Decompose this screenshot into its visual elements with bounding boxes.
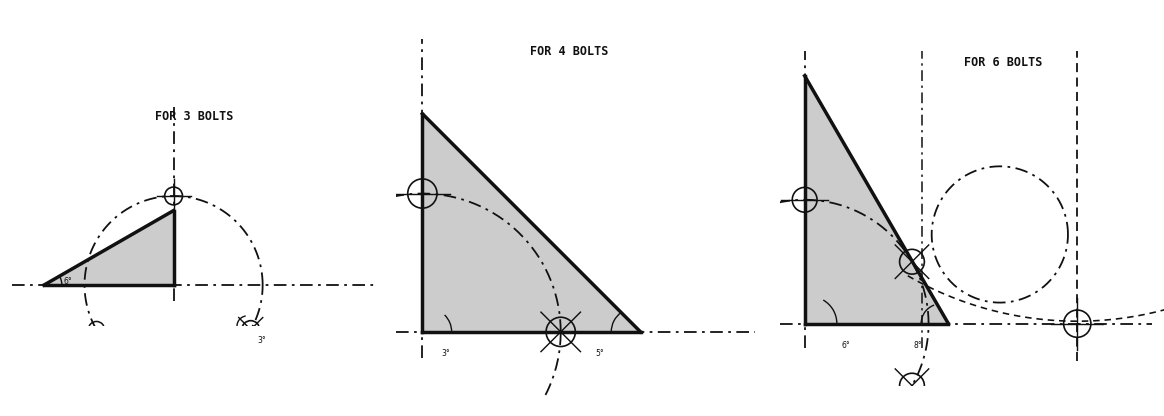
Text: 5°: 5° [595,349,604,358]
Text: 6°: 6° [64,277,72,286]
Polygon shape [44,210,173,285]
Polygon shape [804,76,949,324]
Text: FOR 6 BOLTS: FOR 6 BOLTS [964,56,1042,69]
Text: FOR 4 BOLTS: FOR 4 BOLTS [530,45,608,57]
Text: 3°: 3° [441,349,449,358]
Text: FOR 3 BOLTS: FOR 3 BOLTS [156,110,234,123]
Text: 8°: 8° [914,342,922,350]
Polygon shape [423,114,640,332]
Text: 6°: 6° [842,342,851,350]
Text: 3°: 3° [257,336,265,344]
